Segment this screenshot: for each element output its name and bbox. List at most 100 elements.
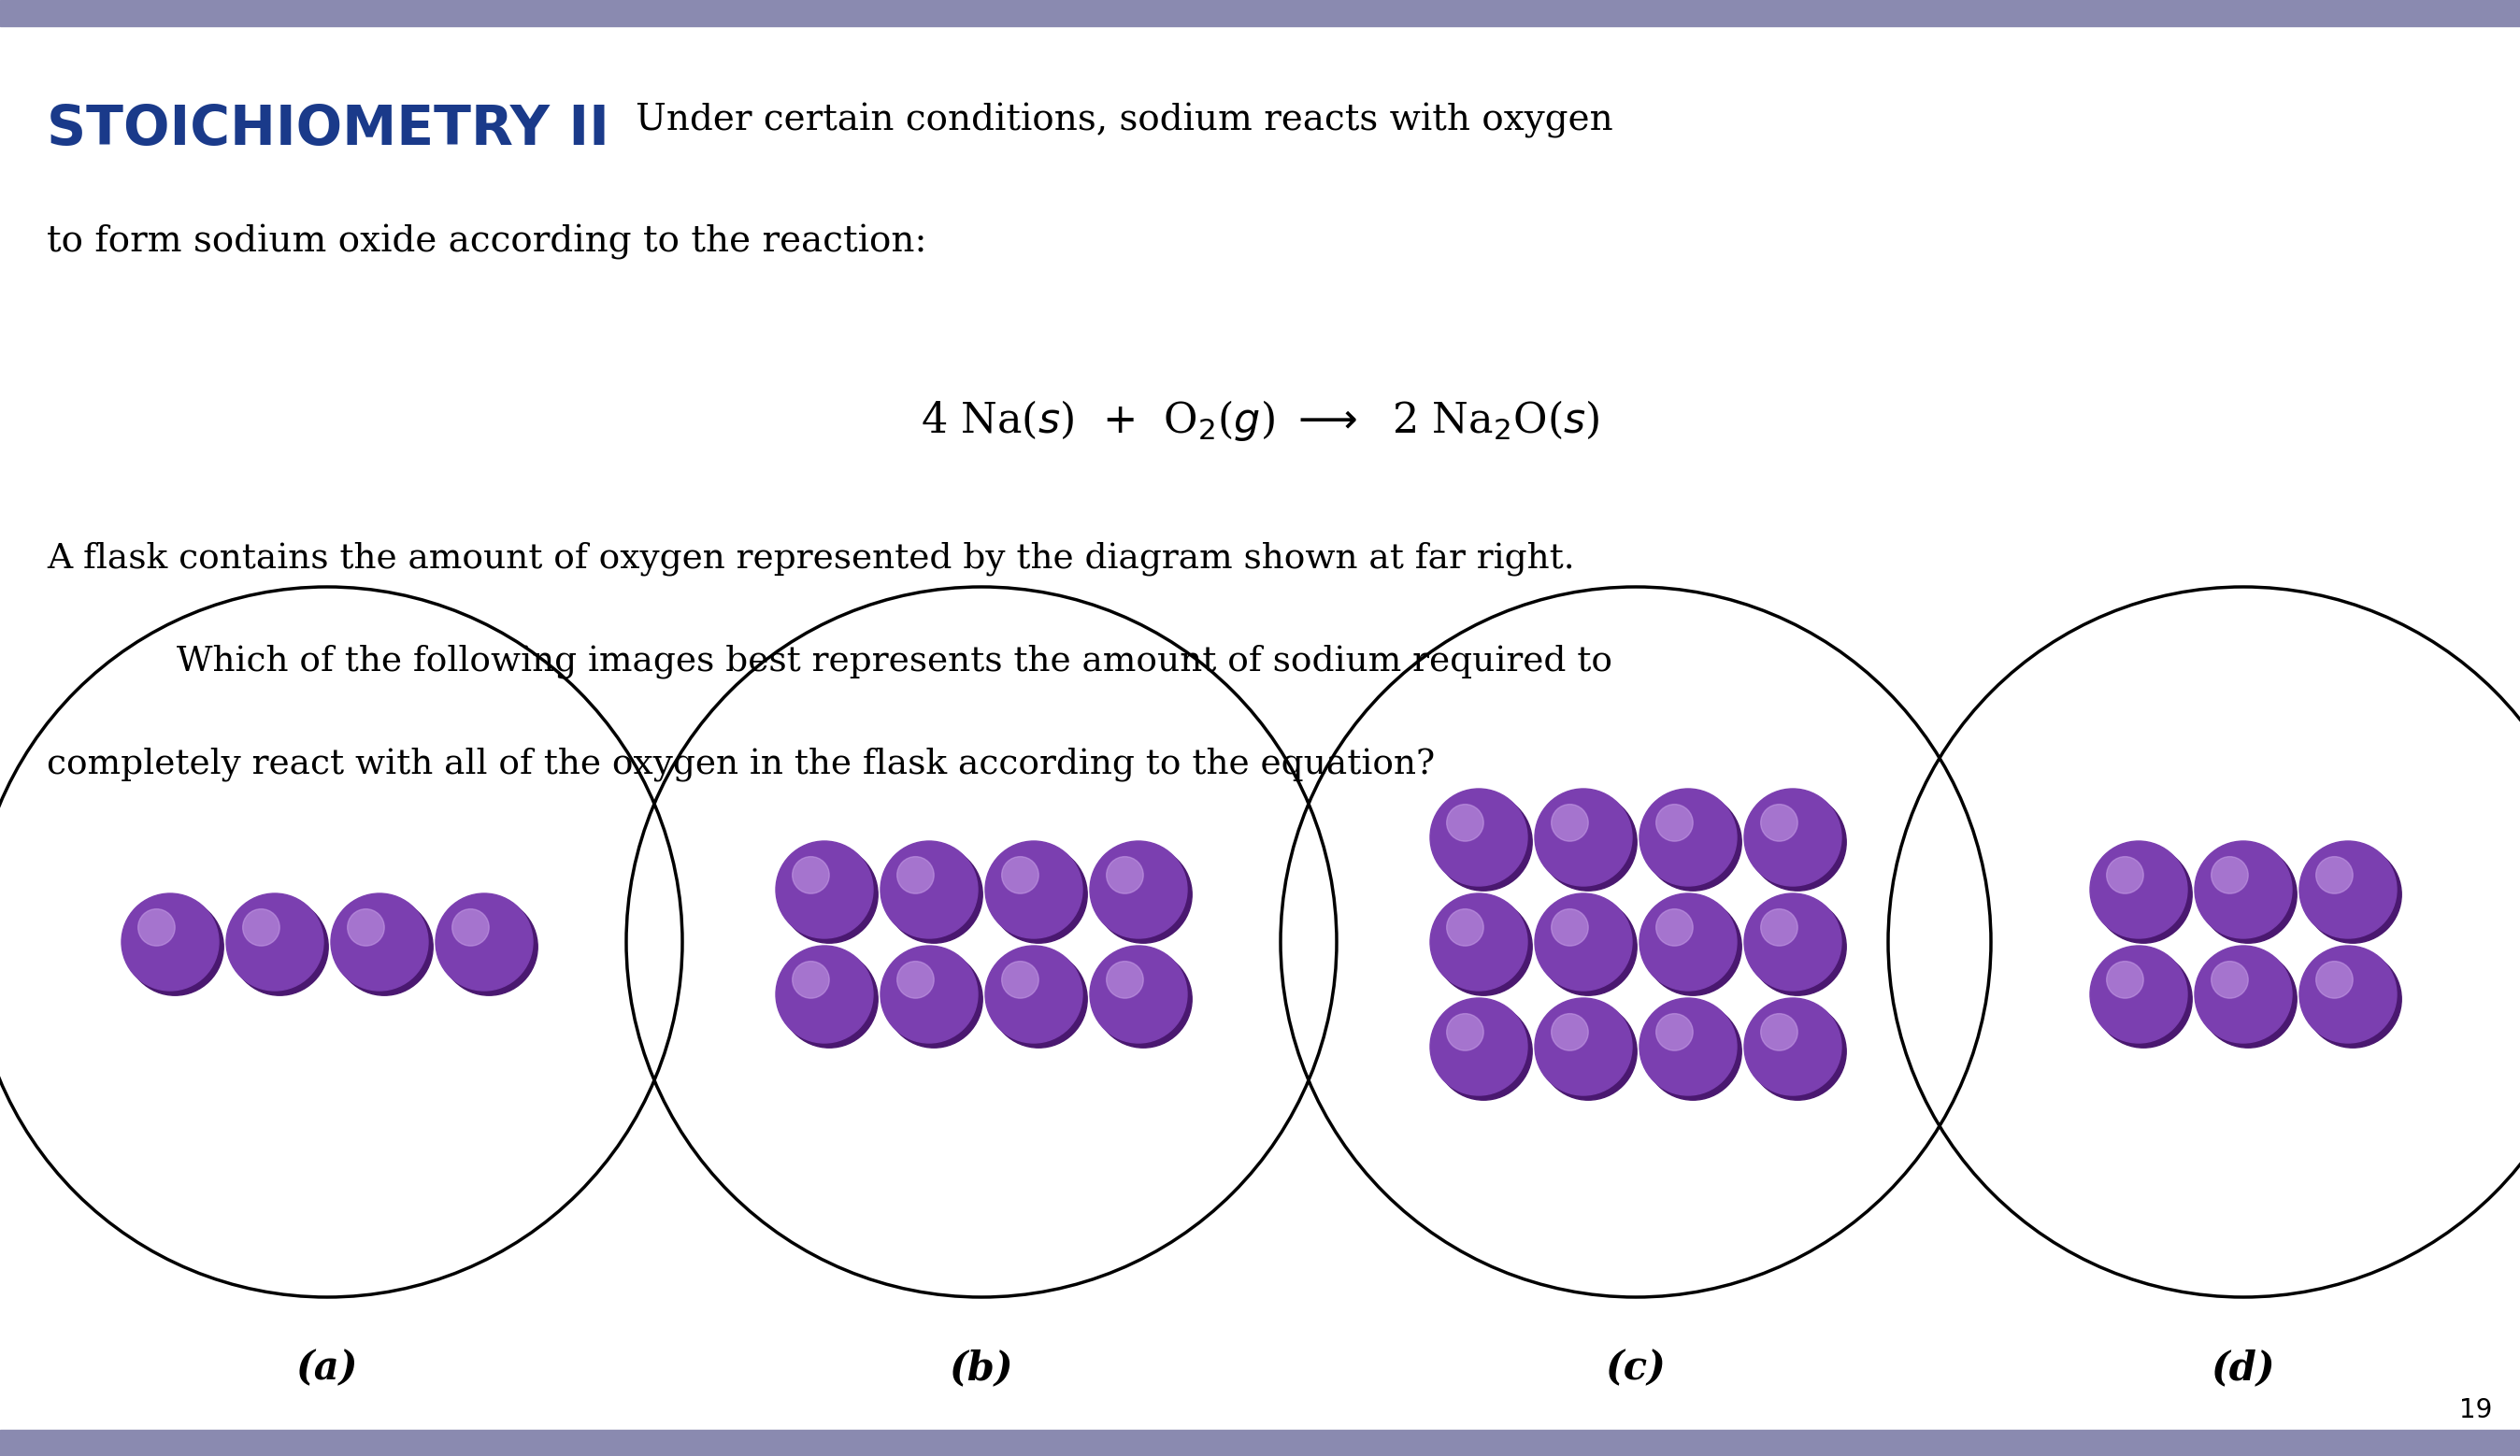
Bar	[0, 0, 2520, 26]
Circle shape	[227, 894, 323, 990]
Circle shape	[2298, 946, 2397, 1042]
Circle shape	[2200, 951, 2296, 1048]
Text: 19: 19	[2460, 1398, 2492, 1424]
Circle shape	[1744, 894, 1842, 990]
Circle shape	[1446, 1013, 1484, 1051]
Circle shape	[1749, 898, 1847, 996]
Circle shape	[1540, 1003, 1638, 1101]
Circle shape	[2298, 842, 2397, 938]
Circle shape	[330, 894, 428, 990]
Circle shape	[1434, 794, 1532, 891]
Circle shape	[2316, 961, 2354, 999]
Circle shape	[1089, 842, 1187, 938]
Circle shape	[1761, 909, 1797, 946]
Circle shape	[1089, 946, 1187, 1042]
Circle shape	[2195, 946, 2291, 1042]
Text: (b): (b)	[950, 1348, 1013, 1388]
Circle shape	[232, 898, 328, 996]
Circle shape	[990, 846, 1086, 943]
Circle shape	[1431, 997, 1527, 1095]
Circle shape	[990, 951, 1086, 1048]
Text: to form sodium oxide according to the reaction:: to form sodium oxide according to the re…	[48, 224, 927, 259]
Circle shape	[2303, 951, 2402, 1048]
Circle shape	[1656, 804, 1693, 842]
Circle shape	[1106, 856, 1144, 894]
Circle shape	[1540, 898, 1638, 996]
Circle shape	[1749, 794, 1847, 891]
Circle shape	[1552, 909, 1588, 946]
Circle shape	[2195, 842, 2291, 938]
Circle shape	[1641, 789, 1736, 885]
Circle shape	[879, 946, 978, 1042]
Circle shape	[897, 961, 935, 999]
Circle shape	[1003, 856, 1038, 894]
Circle shape	[885, 846, 983, 943]
Circle shape	[335, 898, 433, 996]
Circle shape	[985, 946, 1084, 1042]
Circle shape	[885, 951, 983, 1048]
Text: 4 Na($s$)  +  O$_2$($g$) $\longrightarrow$  2 Na$_2$O($s$): 4 Na($s$) + O$_2$($g$) $\longrightarrow$…	[920, 397, 1600, 443]
Circle shape	[1749, 1003, 1847, 1101]
Text: A flask contains the amount of oxygen represented by the diagram shown at far ri: A flask contains the amount of oxygen re…	[48, 542, 1575, 577]
Circle shape	[2089, 842, 2187, 938]
Text: Under certain conditions, sodium reacts with oxygen: Under certain conditions, sodium reacts …	[635, 103, 1613, 138]
Circle shape	[348, 909, 386, 946]
Text: Which of the following images best represents the amount of sodium required to: Which of the following images best repre…	[176, 645, 1613, 678]
Text: (c): (c)	[1605, 1348, 1666, 1388]
Circle shape	[2107, 856, 2145, 894]
Circle shape	[1003, 961, 1038, 999]
Circle shape	[1106, 961, 1144, 999]
Circle shape	[1535, 789, 1633, 885]
Circle shape	[791, 856, 829, 894]
Text: (a): (a)	[295, 1348, 358, 1388]
Text: (d): (d)	[2210, 1348, 2276, 1388]
Circle shape	[1094, 951, 1192, 1048]
Circle shape	[2316, 856, 2354, 894]
Circle shape	[1535, 894, 1633, 990]
Circle shape	[139, 909, 174, 946]
Circle shape	[776, 946, 872, 1042]
Circle shape	[781, 951, 877, 1048]
Circle shape	[2210, 856, 2248, 894]
Circle shape	[1094, 846, 1192, 943]
Circle shape	[451, 909, 489, 946]
Circle shape	[1434, 898, 1532, 996]
Circle shape	[2107, 961, 2145, 999]
Circle shape	[1641, 894, 1736, 990]
Circle shape	[121, 894, 219, 990]
Circle shape	[2303, 846, 2402, 943]
Circle shape	[985, 842, 1084, 938]
Circle shape	[1646, 794, 1741, 891]
Circle shape	[1431, 789, 1527, 885]
Circle shape	[2200, 846, 2296, 943]
Circle shape	[1446, 804, 1484, 842]
Circle shape	[1552, 804, 1588, 842]
Circle shape	[2210, 961, 2248, 999]
Circle shape	[1434, 1003, 1532, 1101]
Circle shape	[441, 898, 537, 996]
Circle shape	[1446, 909, 1484, 946]
Circle shape	[1540, 794, 1638, 891]
Circle shape	[1761, 1013, 1797, 1051]
Circle shape	[1641, 997, 1736, 1095]
Circle shape	[242, 909, 280, 946]
Circle shape	[1431, 894, 1527, 990]
Circle shape	[2094, 951, 2192, 1048]
Circle shape	[126, 898, 224, 996]
Circle shape	[1646, 1003, 1741, 1101]
Circle shape	[1744, 789, 1842, 885]
Circle shape	[1646, 898, 1741, 996]
Bar	[0, 1430, 2520, 1456]
Circle shape	[2094, 846, 2192, 943]
Circle shape	[897, 856, 935, 894]
Text: STOICHIOMETRY II: STOICHIOMETRY II	[48, 103, 610, 156]
Text: completely react with all of the oxygen in the flask according to the equation?: completely react with all of the oxygen …	[48, 747, 1434, 782]
Circle shape	[776, 842, 872, 938]
Circle shape	[1656, 1013, 1693, 1051]
Circle shape	[1535, 997, 1633, 1095]
Circle shape	[1744, 997, 1842, 1095]
Circle shape	[436, 894, 532, 990]
Circle shape	[1552, 1013, 1588, 1051]
Circle shape	[879, 842, 978, 938]
Circle shape	[1656, 909, 1693, 946]
